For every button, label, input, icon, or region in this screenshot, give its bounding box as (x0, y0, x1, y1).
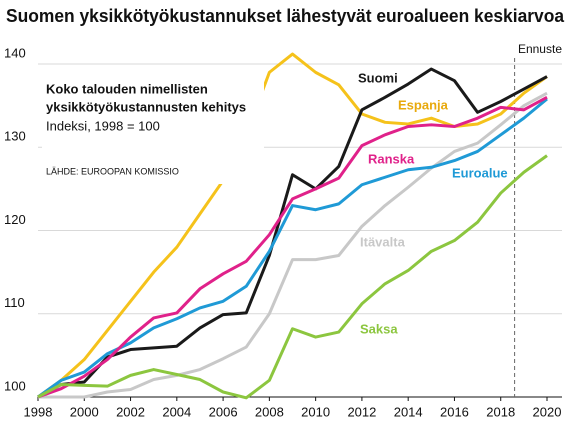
subtitle: Koko talouden nimellisten (46, 81, 208, 96)
y-tick-label: 110 (4, 295, 25, 310)
series-label: Itävalta (360, 234, 406, 249)
series-label: Saksa (360, 321, 398, 336)
forecast-label: Ennuste (518, 42, 562, 56)
chart-title: Suomen yksikkötyökustannukset lähestyvät… (6, 6, 565, 26)
x-tick-label: 2016 (440, 404, 469, 419)
series-line (37, 67, 548, 399)
info-box (42, 74, 264, 184)
x-tick-label: 2004 (162, 404, 191, 419)
series-label: Euroalue (452, 165, 508, 180)
x-tick-label: 2018 (486, 404, 515, 419)
y-tick-label: 130 (4, 129, 26, 144)
x-tick-label: 2006 (209, 404, 238, 419)
x-tick-label: 2014 (394, 404, 423, 419)
series-line (37, 154, 548, 400)
x-tick-label: 1998 (24, 404, 53, 419)
x-tick-label: 2000 (70, 404, 99, 419)
series-line (37, 96, 548, 399)
y-tick-label: 120 (4, 212, 26, 227)
x-tick-label: 2020 (533, 404, 562, 419)
subtitle: yksikkötyökustannusten kehitys (46, 99, 246, 114)
x-tick-label: 2008 (255, 404, 284, 419)
x-tick-label: 2010 (301, 404, 330, 419)
y-tick-label: 100 (4, 378, 26, 393)
series-label: Espanja (398, 97, 449, 112)
x-tick-label: 2002 (116, 404, 145, 419)
series-label: Ranska (368, 151, 415, 166)
x-tick-label: 2012 (347, 404, 376, 419)
series-line (37, 52, 548, 399)
series-line (38, 91, 548, 399)
note: Indeksi, 1998 = 100 (46, 118, 160, 133)
series-label: Suomi (358, 70, 398, 85)
source: LÄHDE: EUROOPAN KOMISSIO (46, 166, 179, 176)
y-tick-label: 140 (4, 45, 26, 60)
